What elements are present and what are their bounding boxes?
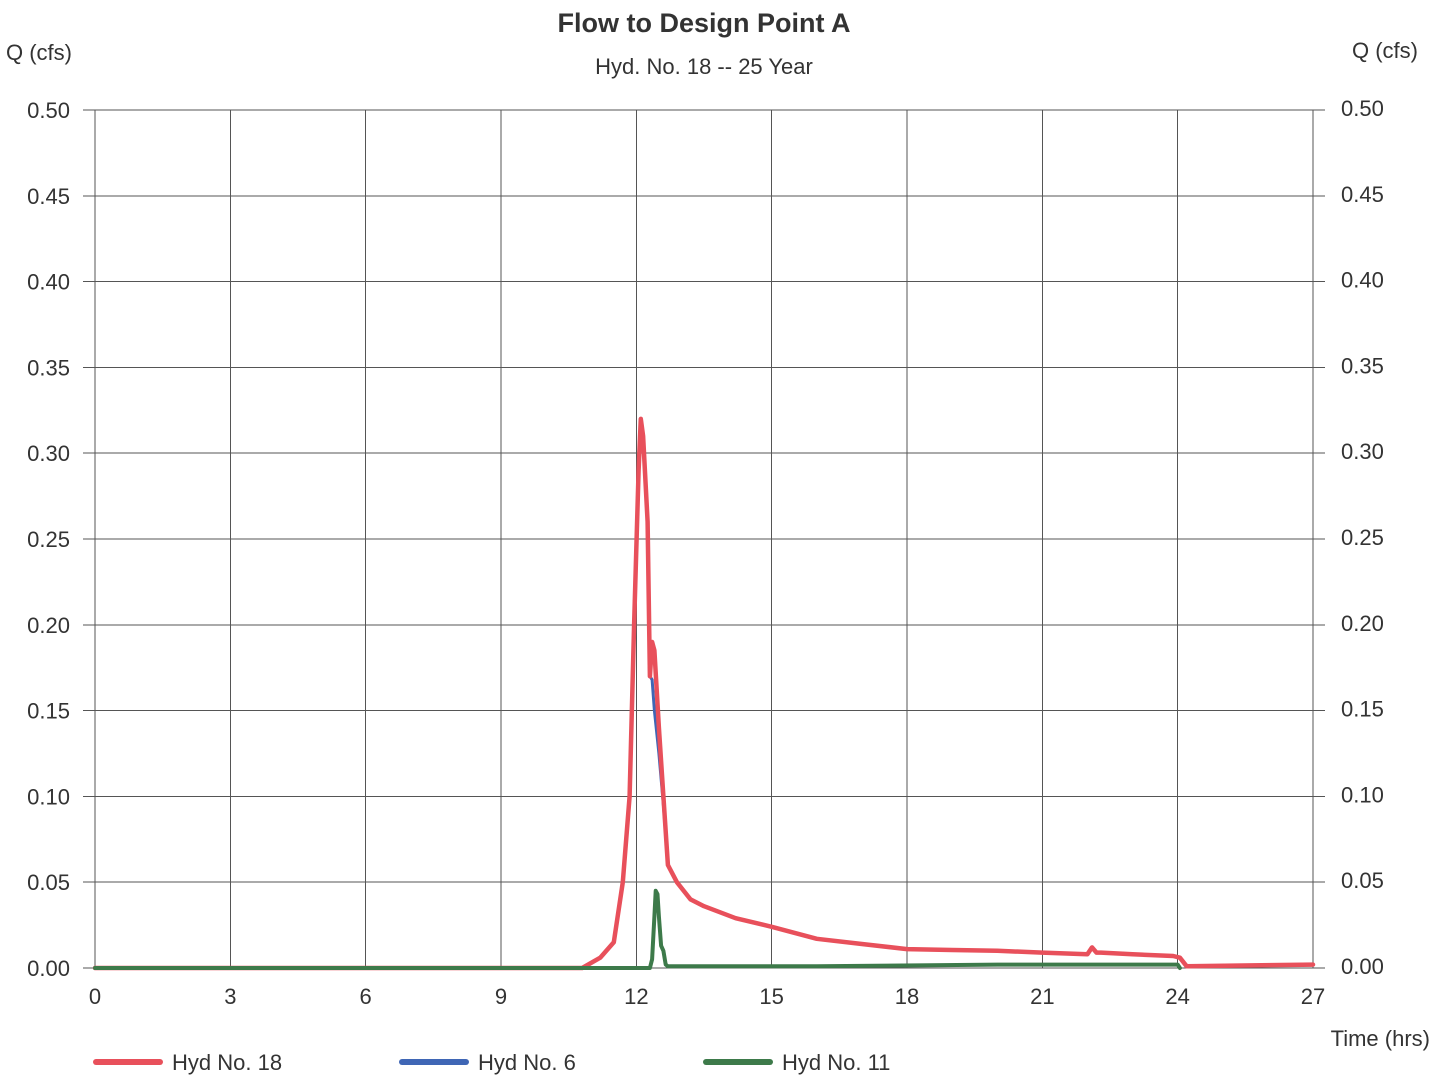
series-line-hyd-no-11	[93, 888, 1182, 970]
x-tick-label: 3	[224, 984, 236, 1009]
grid	[83, 109, 1325, 969]
y-tick-label-right: 0.05	[1341, 868, 1384, 893]
series-lines	[92, 416, 1316, 971]
y-tick-label-right: 0.35	[1341, 353, 1384, 378]
x-tick-label: 6	[360, 984, 372, 1009]
y-tick-label-right: 0.00	[1341, 954, 1384, 979]
y-tick-label-left: 0.20	[27, 613, 70, 638]
y-tick-label-right: 0.50	[1341, 96, 1384, 121]
x-tick-label: 21	[1030, 984, 1054, 1009]
y-tick-label-left: 0.10	[27, 784, 70, 809]
y-tick-labels-left: 0.00 0.05 0.10 0.15 0.20 0.25 0.30 0.35 0.40 0.45…	[27, 98, 70, 981]
y-tick-label-left: 0.25	[27, 527, 70, 552]
x-tick-label: 0	[89, 984, 101, 1009]
legend-label-hyd-no-18: Hyd No. 18	[172, 1050, 282, 1075]
x-tick-label: 12	[624, 984, 648, 1009]
y-tick-label-right: 0.20	[1341, 611, 1384, 636]
y-tick-labels-right: 0.00 0.05 0.10 0.15 0.20 0.25 0.30 0.35 0.40 0.45…	[1341, 96, 1384, 979]
y-tick-label-right: 0.10	[1341, 782, 1384, 807]
x-tick-label: 9	[495, 984, 507, 1009]
chart-subtitle: Hyd. No. 18 -- 25 Year	[595, 54, 813, 79]
series-line-hyd-no-18	[92, 416, 1316, 971]
y-tick-label-left: 0.35	[27, 355, 70, 380]
legend: Hyd No. 18 Hyd No. 6 Hyd No. 11	[93, 1050, 890, 1075]
y-tick-label-right: 0.15	[1341, 697, 1384, 722]
y-tick-label-left: 0.15	[27, 699, 70, 724]
y-axis-label-right: Q (cfs)	[1352, 38, 1418, 63]
x-tick-label: 15	[759, 984, 783, 1009]
legend-label-hyd-no-11: Hyd No. 11	[782, 1050, 890, 1075]
y-tick-label-right: 0.45	[1341, 182, 1384, 207]
y-tick-label-right: 0.25	[1341, 525, 1384, 550]
x-axis-label: Time (hrs)	[1331, 1026, 1430, 1051]
y-tick-label-left: 0.00	[27, 956, 70, 981]
x-tick-label: 24	[1165, 984, 1189, 1009]
y-axis-label-left: Q (cfs)	[6, 40, 72, 65]
x-tick-label: 18	[895, 984, 919, 1009]
y-tick-label-right: 0.30	[1341, 439, 1384, 464]
y-tick-label-left: 0.50	[27, 98, 70, 123]
y-tick-label-left: 0.45	[27, 184, 70, 209]
chart-title: Flow to Design Point A	[558, 8, 851, 38]
y-tick-label-left: 0.05	[27, 870, 70, 895]
y-tick-label-left: 0.40	[27, 270, 70, 295]
x-tick-labels: 0 3 6 9 12 15 18 21 24 27	[89, 984, 1325, 1009]
series-line-hyd-no-6	[93, 417, 1315, 970]
legend-label-hyd-no-6: Hyd No. 6	[478, 1050, 576, 1075]
y-tick-label-right: 0.40	[1341, 268, 1384, 293]
x-tick-label: 27	[1301, 984, 1325, 1009]
y-tick-label-left: 0.30	[27, 441, 70, 466]
